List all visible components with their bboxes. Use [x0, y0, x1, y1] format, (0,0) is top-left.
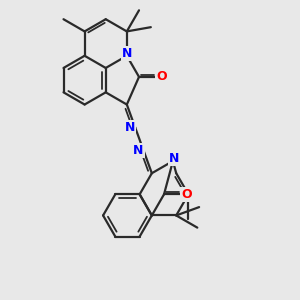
Text: N: N [122, 47, 132, 60]
Text: N: N [133, 144, 144, 157]
Text: O: O [181, 188, 192, 201]
Text: N: N [125, 121, 135, 134]
Text: N: N [169, 152, 180, 165]
Text: O: O [156, 70, 166, 83]
